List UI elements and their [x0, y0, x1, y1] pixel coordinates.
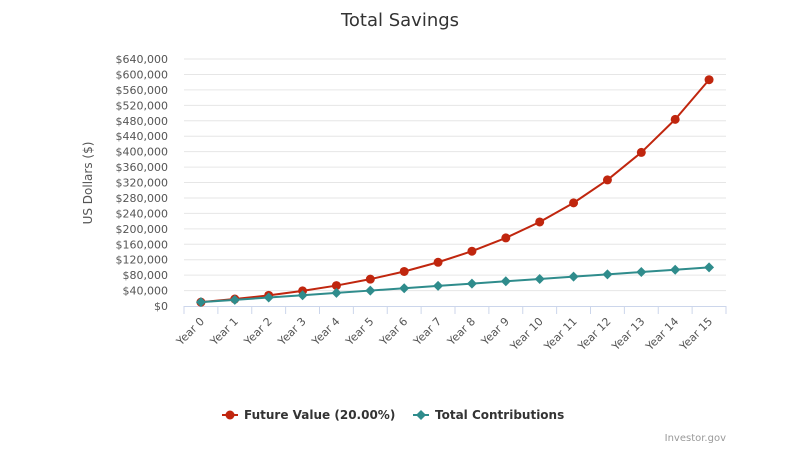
y-tick-label: $0	[154, 300, 168, 313]
y-tick-label: $160,000	[116, 238, 169, 251]
y-tick-label: $600,000	[116, 68, 169, 81]
x-axis-ticks: Year 0 Year 1 Year 2 Year 3 Year 4 Year 5 Year…	[173, 315, 715, 354]
data-point[interactable]	[331, 287, 342, 298]
data-point[interactable]	[535, 217, 545, 227]
series-line	[200, 79, 710, 304]
data-point[interactable]	[636, 267, 647, 278]
legend-marker	[416, 410, 426, 420]
x-tick-label: Year 1	[207, 315, 241, 349]
x-tick-label: Year 7	[410, 315, 444, 349]
data-point[interactable]	[466, 278, 477, 289]
series-total-contributions	[195, 262, 715, 308]
data-point[interactable]	[263, 292, 274, 303]
data-point[interactable]	[670, 264, 681, 275]
data-point[interactable]	[297, 290, 308, 301]
y-axis-ticks: $0 $40,000 $80,000 $120,000 $160,000 $200,000…	[116, 53, 169, 313]
x-tick-label: Year 4	[309, 315, 343, 349]
x-tick-label: Year 6	[377, 315, 411, 349]
x-tick-label: Year 5	[343, 315, 377, 349]
data-point[interactable]	[500, 276, 511, 287]
data-point[interactable]	[331, 281, 341, 291]
chart-title: Total Savings	[340, 10, 459, 31]
legend[interactable]: Future Value (20.00%) Total Contributions	[222, 408, 564, 422]
y-tick-label: $400,000	[116, 146, 169, 159]
data-point[interactable]	[467, 246, 477, 256]
data-point[interactable]	[534, 273, 545, 284]
x-tick-label: Year 14	[643, 315, 682, 354]
legend-item-total-contributions[interactable]: Total Contributions	[413, 408, 564, 422]
x-tick-label: Year 3	[275, 315, 309, 349]
x-tick-label: Year 13	[609, 315, 648, 354]
legend-marker	[225, 410, 235, 420]
data-point[interactable]	[399, 283, 410, 294]
data-point[interactable]	[399, 266, 409, 276]
data-point[interactable]	[704, 75, 714, 85]
x-tick-label: Year 8	[444, 315, 478, 349]
y-axis-title: US Dollars ($)	[81, 142, 95, 225]
y-tick-label: $80,000	[123, 269, 169, 282]
x-axis	[183, 306, 727, 314]
data-point[interactable]	[568, 271, 579, 282]
x-tick-label: Year 0	[173, 315, 207, 349]
y-tick-label: $360,000	[116, 161, 169, 174]
data-point[interactable]	[569, 198, 579, 208]
data-point[interactable]	[602, 269, 613, 280]
x-tick-label: Year 10	[507, 315, 546, 354]
data-point[interactable]	[365, 274, 375, 284]
y-tick-label: $120,000	[116, 254, 169, 267]
legend-label: Future Value (20.00%)	[244, 408, 395, 422]
x-tick-label: Year 2	[241, 315, 275, 349]
x-tick-label: Year 12	[575, 315, 614, 354]
data-point[interactable]	[229, 294, 240, 305]
credit-text[interactable]: Investor.gov	[665, 433, 726, 444]
data-point[interactable]	[365, 285, 376, 296]
y-tick-label: $280,000	[116, 192, 169, 205]
gridlines	[184, 58, 726, 292]
y-tick-label: $320,000	[116, 177, 169, 190]
data-point[interactable]	[670, 114, 680, 124]
y-tick-label: $480,000	[116, 115, 169, 128]
data-point[interactable]	[704, 262, 715, 273]
data-point[interactable]	[636, 147, 646, 157]
data-point[interactable]	[433, 280, 444, 291]
x-tick-label: Year 11	[541, 315, 580, 354]
data-point[interactable]	[195, 297, 206, 308]
legend-item-future-value[interactable]: Future Value (20.00%)	[222, 408, 395, 422]
y-tick-label: $200,000	[116, 223, 169, 236]
data-point[interactable]	[433, 257, 443, 267]
y-tick-label: $640,000	[116, 53, 169, 66]
x-tick-label: Year 15	[676, 315, 715, 354]
legend-label: Total Contributions	[435, 408, 564, 422]
y-tick-label: $520,000	[116, 99, 169, 112]
series-line	[200, 266, 710, 304]
y-tick-label: $240,000	[116, 207, 169, 220]
y-tick-label: $40,000	[123, 285, 169, 298]
data-point[interactable]	[501, 233, 511, 243]
y-tick-label: $440,000	[116, 130, 169, 143]
data-point[interactable]	[602, 175, 612, 185]
series-group	[195, 75, 715, 308]
y-tick-label: $560,000	[116, 84, 169, 97]
